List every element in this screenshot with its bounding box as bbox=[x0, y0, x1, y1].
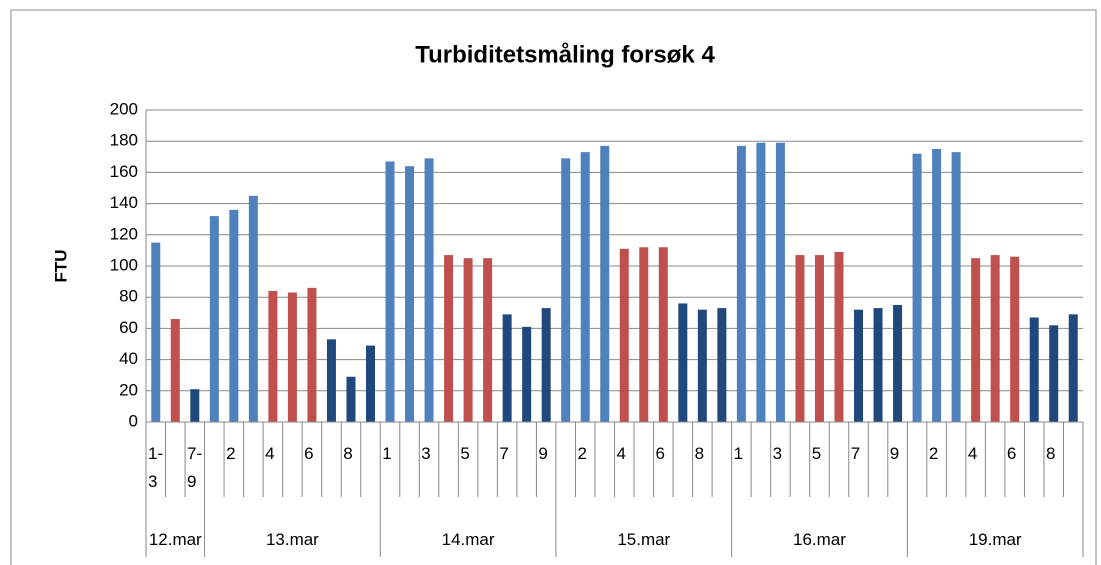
bar bbox=[541, 308, 551, 422]
x-tick-label: 6 bbox=[1006, 444, 1017, 463]
x-tick-label: 9 bbox=[538, 444, 548, 463]
bar bbox=[444, 255, 454, 422]
x-tick-label: 3 bbox=[772, 444, 783, 463]
y-tick-label: 140 bbox=[110, 193, 138, 212]
x-tick-label: 1 bbox=[382, 444, 392, 463]
group-label: 16.mar bbox=[793, 530, 846, 549]
bar bbox=[248, 195, 258, 422]
x-tick-label: 1 bbox=[733, 444, 744, 463]
x-tick-label: 5 bbox=[811, 444, 822, 463]
bar bbox=[717, 308, 727, 422]
y-tick-label: 20 bbox=[119, 380, 138, 399]
bar bbox=[287, 292, 297, 422]
bar bbox=[424, 158, 434, 423]
x-tick-label: 8 bbox=[694, 444, 705, 463]
bar bbox=[580, 152, 590, 422]
group-label: 12.mar bbox=[148, 530, 202, 549]
bar bbox=[971, 258, 981, 422]
y-tick-label: 80 bbox=[119, 287, 138, 306]
x-tick-label: 6 bbox=[304, 444, 314, 463]
y-tick-label: 0 bbox=[129, 411, 138, 430]
bar bbox=[229, 209, 239, 422]
bar bbox=[736, 145, 746, 422]
y-tick-label: 60 bbox=[119, 318, 138, 337]
bar bbox=[1029, 317, 1039, 422]
bar bbox=[268, 290, 278, 422]
x-tick-label: 2 bbox=[226, 444, 236, 463]
bar bbox=[209, 216, 219, 422]
bar bbox=[775, 142, 785, 422]
group-label: 19.mar bbox=[968, 530, 1022, 549]
group-label: 13.mar bbox=[265, 530, 319, 549]
chart-title: Turbiditetsmåling forsøk 4 bbox=[415, 41, 715, 68]
bar bbox=[170, 319, 180, 422]
bar bbox=[619, 248, 629, 422]
bar bbox=[405, 166, 415, 422]
x-tick-label: 2 bbox=[928, 444, 939, 463]
bar bbox=[893, 305, 903, 422]
bar bbox=[1068, 314, 1078, 422]
bar bbox=[990, 255, 1000, 422]
bar bbox=[1010, 256, 1020, 422]
bar bbox=[834, 251, 844, 422]
x-tick-label: 7-9 bbox=[187, 444, 203, 491]
x-tick-label: 8 bbox=[1045, 444, 1056, 463]
y-axis-label: FTU bbox=[51, 249, 70, 282]
x-tick-label: 7 bbox=[499, 444, 509, 463]
bar bbox=[658, 247, 668, 422]
bar bbox=[795, 255, 805, 422]
bar bbox=[600, 145, 610, 422]
bar bbox=[678, 303, 688, 422]
bar bbox=[951, 152, 961, 422]
y-tick-label: 160 bbox=[110, 162, 138, 181]
bar bbox=[814, 255, 824, 422]
bar bbox=[385, 161, 395, 423]
y-tick-label: 200 bbox=[110, 99, 138, 118]
bar bbox=[561, 158, 571, 423]
group-label: 15.mar bbox=[617, 530, 671, 549]
bar bbox=[854, 309, 864, 422]
y-tick-label: 40 bbox=[119, 349, 138, 368]
bar bbox=[365, 345, 375, 422]
x-tick-label: 1-3 bbox=[148, 444, 164, 491]
bar bbox=[483, 258, 493, 422]
x-tick-label: 5 bbox=[460, 444, 470, 463]
bar bbox=[522, 326, 532, 422]
bar bbox=[873, 308, 883, 422]
bar bbox=[756, 142, 766, 422]
bar bbox=[912, 153, 922, 422]
y-tick-label: 100 bbox=[110, 255, 138, 274]
x-tick-label: 3 bbox=[421, 444, 431, 463]
bar bbox=[639, 247, 649, 422]
x-tick-label: 4 bbox=[967, 444, 978, 463]
group-label: 14.mar bbox=[441, 530, 495, 549]
y-tick-label: 120 bbox=[110, 224, 138, 243]
x-tick-label: 8 bbox=[343, 444, 353, 463]
bar bbox=[463, 258, 473, 422]
chart-border bbox=[10, 9, 1097, 565]
x-tick-label: 2 bbox=[577, 444, 587, 463]
bar bbox=[502, 314, 512, 422]
bar bbox=[346, 376, 356, 422]
bar bbox=[190, 389, 200, 422]
x-tick-label: 9 bbox=[889, 444, 900, 463]
bar bbox=[326, 339, 336, 422]
bar bbox=[1049, 325, 1059, 422]
x-tick-label: 4 bbox=[616, 444, 626, 463]
bar bbox=[932, 149, 942, 422]
bar bbox=[697, 309, 707, 422]
y-tick-label: 180 bbox=[110, 131, 138, 150]
bar bbox=[151, 242, 161, 422]
x-tick-label: 4 bbox=[265, 444, 275, 463]
x-tick-label: 6 bbox=[655, 444, 665, 463]
bar bbox=[307, 287, 317, 422]
x-tick-label: 7 bbox=[850, 444, 861, 463]
